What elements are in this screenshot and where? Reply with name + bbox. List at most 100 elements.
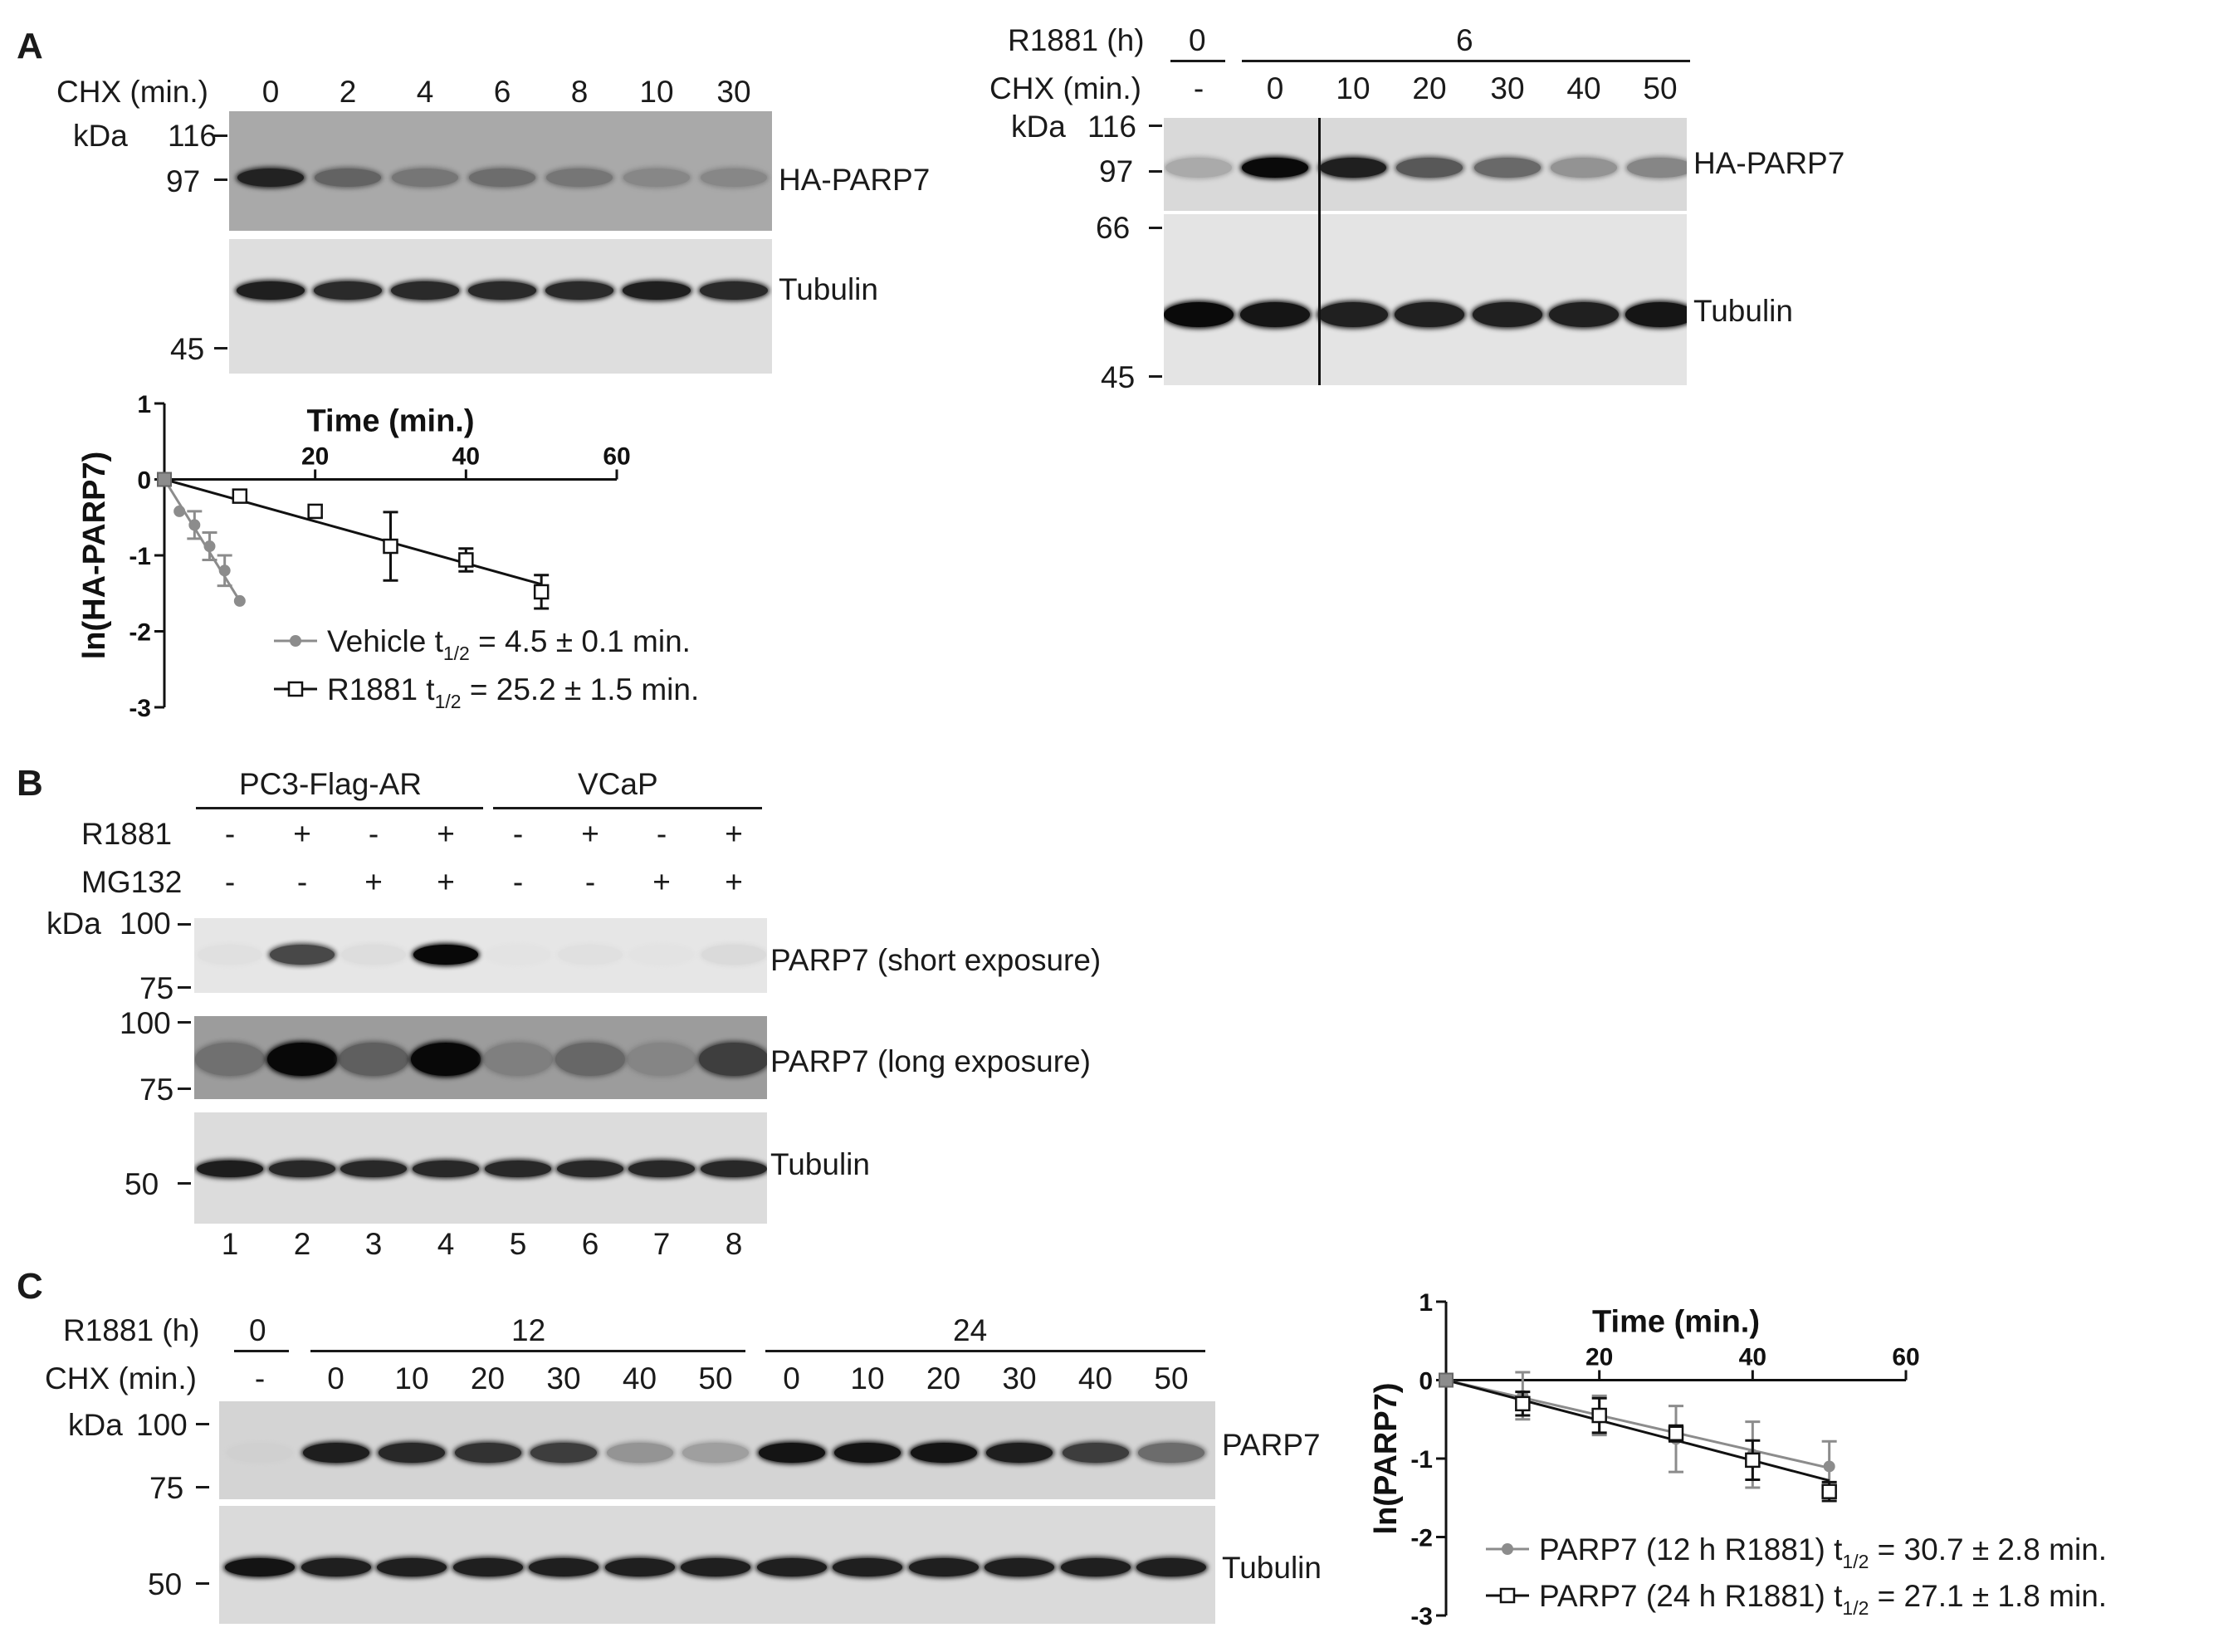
c-marker-50: 50 bbox=[148, 1567, 183, 1601]
c-tubulin-band-9 bbox=[833, 1558, 902, 1576]
a-left-lane-label-6: 30 bbox=[716, 75, 751, 109]
a-right-marker-97: 97 bbox=[1099, 154, 1134, 188]
a-right-tubulin-band-2 bbox=[1240, 302, 1310, 327]
b-tubulin-band-3 bbox=[340, 1161, 407, 1177]
b-mg132-sign-8: + bbox=[725, 865, 743, 899]
c-r1881-group-0: 0 bbox=[249, 1313, 266, 1347]
b-band-label-tubulin: Tubulin bbox=[770, 1147, 870, 1181]
b-long-marker-75: 75 bbox=[139, 1073, 174, 1107]
c-lane-label-8: 10 bbox=[850, 1361, 885, 1395]
legend-text-0: Vehicle t bbox=[327, 624, 444, 658]
c-tubulin-band-13 bbox=[1136, 1558, 1206, 1576]
b-r1881-sign-2: + bbox=[293, 817, 311, 851]
a-left-lane-label-4: 8 bbox=[570, 75, 589, 109]
series-1-point-1 bbox=[232, 488, 248, 504]
c-parp7-band-4 bbox=[454, 1443, 521, 1463]
a-right-kda-label: kDa bbox=[1011, 110, 1066, 144]
b-lane-number-3: 3 bbox=[364, 1227, 383, 1261]
y-tick-label-1: 0 bbox=[1419, 1368, 1433, 1395]
series-0-point-3 bbox=[203, 540, 216, 553]
a-right-parp7-band-7 bbox=[1627, 158, 1687, 178]
c-lane-label-5: 40 bbox=[622, 1361, 657, 1395]
c-lane-label-10: 30 bbox=[1002, 1361, 1037, 1395]
a-right-lane-label-1: 0 bbox=[1266, 71, 1284, 105]
b-tubulin-band-5 bbox=[485, 1161, 551, 1177]
c-lane-label-0: - bbox=[254, 1361, 266, 1395]
a-left-tick-45 bbox=[214, 347, 227, 349]
y-tick-label-3: -2 bbox=[1410, 1525, 1433, 1552]
b-short-tick-75 bbox=[178, 986, 191, 989]
a-right-parp7-band-5 bbox=[1474, 158, 1541, 178]
b-group0-underline bbox=[196, 807, 483, 809]
c-lane-label-4: 30 bbox=[546, 1361, 581, 1395]
a-left-lane-label-5: 10 bbox=[639, 75, 674, 109]
a-left-marker-116: 116 bbox=[168, 119, 217, 153]
b-mg132-sign-5: - bbox=[512, 865, 524, 899]
c-tubulin-band-3 bbox=[377, 1558, 447, 1576]
a-left-tubulin-band-6 bbox=[623, 281, 691, 300]
chart-c: 1 0 -1 -2 -3 20 40 60 Time (min.) ln(PARP7) PARP7 … bbox=[1370, 1289, 2107, 1630]
y-tick-label-2: -1 bbox=[1410, 1446, 1433, 1474]
y-tick-label-3: -2 bbox=[129, 619, 151, 647]
b-long-band-6 bbox=[555, 1043, 625, 1076]
a-left-tubulin-band-7 bbox=[700, 281, 768, 300]
b-short-marker-75: 75 bbox=[139, 971, 174, 1005]
series-1-fit-line bbox=[164, 478, 542, 586]
x-axis-label: Time (min.) bbox=[1592, 1305, 1760, 1340]
b-lane-number-5: 5 bbox=[509, 1227, 527, 1261]
legend-text-1: PARP7 (24 h R1881) t bbox=[1539, 1579, 1843, 1613]
b-long-band-4 bbox=[411, 1043, 481, 1076]
x-tick-label-1: 40 bbox=[1739, 1344, 1766, 1371]
a-left-lane-label-2: 4 bbox=[416, 75, 434, 109]
b-r1881-sign-7: - bbox=[656, 817, 667, 851]
b-short-marker-100: 100 bbox=[120, 907, 171, 941]
b-short-band-5 bbox=[486, 945, 550, 965]
legend-subscript-0: 1/2 bbox=[1842, 1551, 1869, 1572]
c-r1881-group-1: 12 bbox=[511, 1313, 546, 1347]
series-1-point-5 bbox=[533, 584, 550, 600]
a-right-group0-underline bbox=[1170, 60, 1225, 62]
c-r1881-label: R1881 (h) bbox=[63, 1313, 200, 1347]
b-long-marker-100: 100 bbox=[120, 1006, 171, 1040]
series-0-fit-line bbox=[163, 478, 242, 602]
a-right-lane-divider bbox=[1318, 118, 1321, 385]
a-right-lane-label-6: 50 bbox=[1643, 71, 1678, 105]
b-long-band-2 bbox=[267, 1043, 337, 1076]
b-long-tick-75 bbox=[178, 1087, 191, 1090]
a-right-lane-label-3: 20 bbox=[1412, 71, 1447, 105]
a-left-parp7-band-7 bbox=[701, 169, 767, 187]
c-group1-underline bbox=[310, 1350, 745, 1352]
c-parp7-band-9 bbox=[834, 1443, 901, 1463]
legend-marker-1 bbox=[1499, 1587, 1516, 1604]
a-right-lane-label-2: 10 bbox=[1336, 71, 1371, 105]
b-mg132-sign-4: + bbox=[437, 865, 455, 899]
c-parp7-band-6 bbox=[606, 1443, 673, 1463]
a-right-tubulin-band-4 bbox=[1395, 302, 1464, 327]
a-left-parp7-band-1 bbox=[237, 169, 304, 187]
a-left-lane-label-3: 6 bbox=[493, 75, 511, 109]
a-right-tubulin-band-6 bbox=[1549, 302, 1619, 327]
c-tubulin-blot bbox=[219, 1506, 1215, 1624]
b-short-band-2 bbox=[270, 945, 335, 965]
a-right-tubulin-blot bbox=[1164, 214, 1687, 385]
legend-entry-0: Vehicle t1/2 = 4.5 ± 0.1 min. bbox=[327, 624, 691, 664]
legend-marker-0 bbox=[290, 635, 301, 647]
a-right-parp7-band-6 bbox=[1551, 158, 1617, 178]
c-parp7-band-5 bbox=[530, 1443, 597, 1463]
a-right-tubulin-band-7 bbox=[1625, 302, 1687, 327]
a-left-band-label-tubulin: Tubulin bbox=[779, 272, 878, 306]
a-left-tubulin-band-4 bbox=[468, 281, 536, 300]
c-chx-label: CHX (min.) bbox=[45, 1361, 197, 1395]
b-long-band-1 bbox=[195, 1043, 265, 1076]
a-right-marker-45: 45 bbox=[1101, 360, 1136, 394]
c-tubulin-band-10 bbox=[908, 1558, 979, 1576]
panel-label-b: B bbox=[17, 763, 43, 804]
b-group-1: VCaP bbox=[578, 767, 658, 801]
x-axis-label: Time (min.) bbox=[307, 404, 475, 439]
c-lane-label-2: 10 bbox=[394, 1361, 429, 1395]
legend-subscript-0: 1/2 bbox=[443, 643, 470, 664]
c-parp7-band-3 bbox=[379, 1443, 445, 1463]
b-long-band-3 bbox=[339, 1043, 408, 1076]
b-short-band-3 bbox=[341, 945, 406, 965]
a-right-tick-66 bbox=[1149, 227, 1162, 229]
